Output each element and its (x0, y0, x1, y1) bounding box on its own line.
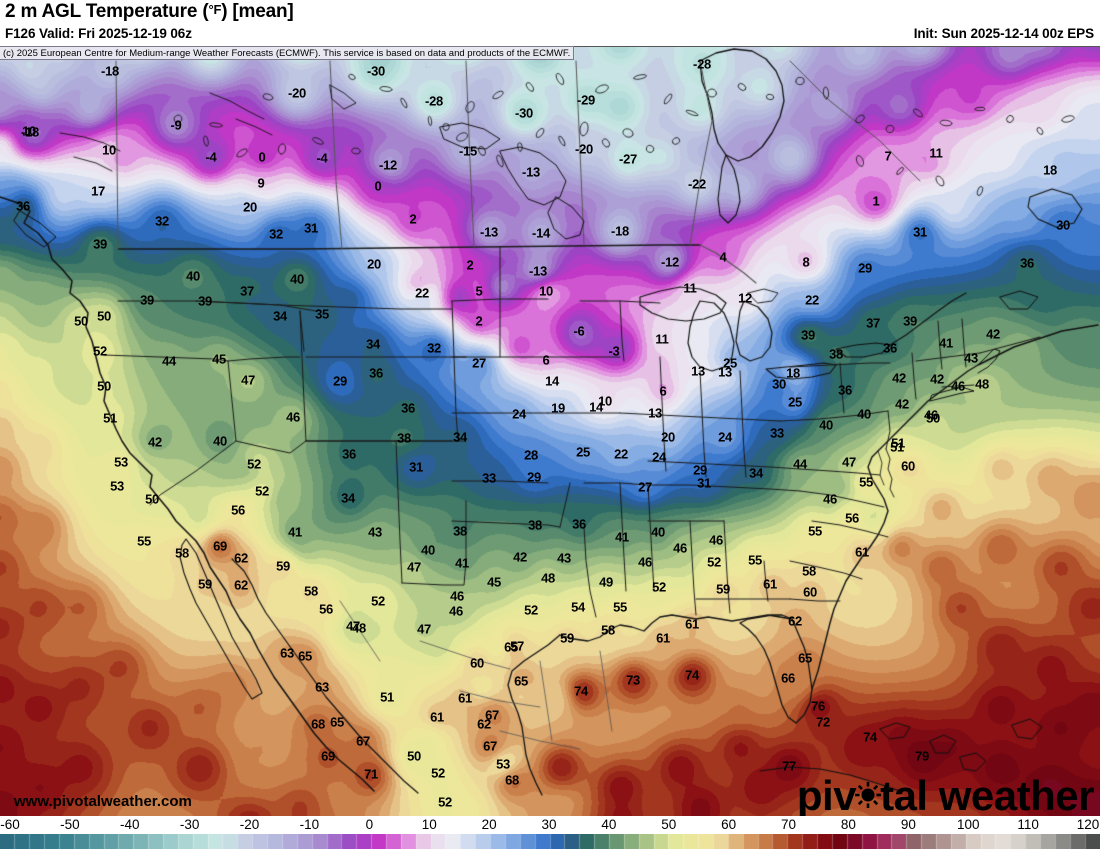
colorbar-legend[interactable]: -60 -50 -40 -30 -20 -10 0 10 20 30 40 50 60 70 80 90 100… (0, 816, 1100, 850)
page-title-tail: ) [mean] (221, 1, 293, 22)
model-init-time: Init: Sun 2025-12-14 00z EPS (914, 26, 1094, 41)
colorbar-tick: 30 (541, 817, 556, 832)
colorbar-tick: -30 (180, 817, 200, 832)
gear-sun-icon (855, 770, 881, 796)
colorbar-tick: -10 (300, 817, 320, 832)
colorbar-gradient (0, 834, 1100, 849)
colorbar-tick: -20 (240, 817, 260, 832)
temperature-map[interactable]: -18 10 10 -18 -9 -4 0 -4 9 17 20 36 32 32 31 39 40 40 39 39… (0, 46, 1100, 816)
logo-text-part2: tal weather (880, 772, 1094, 816)
logo-text-part1: piv (797, 772, 856, 816)
weather-map-page: 2 m AGL Temperature (°F) [mean] F126 Val… (0, 0, 1100, 850)
site-url-watermark: www.pivotalweather.com (14, 793, 192, 810)
attribution-notice: (c) 2025 European Centre for Medium-rang… (0, 46, 574, 60)
colorbar-tick: 80 (841, 817, 856, 832)
forecast-valid-time: F126 Valid: Fri 2025-12-19 06z (5, 26, 192, 41)
colorbar-tick: 90 (901, 817, 916, 832)
colorbar-tick: 120 (1077, 817, 1100, 832)
colorbar-tick: -40 (120, 817, 140, 832)
colorbar-tick: 20 (482, 817, 497, 832)
pivotal-weather-logo: piv (797, 772, 1094, 816)
colorbar-tick: 60 (721, 817, 736, 832)
colorbar-tick-labels: -60 -50 -40 -30 -20 -10 0 10 20 30 40 50 60 70 80 90 100… (0, 816, 1100, 834)
colorbar-tick: 0 (366, 817, 374, 832)
page-title-main: 2 m AGL Temperature ( (5, 1, 208, 22)
page-header: 2 m AGL Temperature (°F) [mean] F126 Val… (0, 0, 1100, 46)
colorbar-tick: 70 (781, 817, 796, 832)
page-title-unit: °F (208, 2, 221, 17)
map-boundaries-overlay (0, 47, 1100, 816)
colorbar-tick: 50 (661, 817, 676, 832)
colorbar-tick: 40 (601, 817, 616, 832)
colorbar-tick: -60 (0, 817, 20, 832)
colorbar-tick: 10 (422, 817, 437, 832)
colorbar-tick: 110 (1017, 817, 1039, 832)
colorbar-tick: 100 (957, 817, 980, 832)
page-title: 2 m AGL Temperature (°F) [mean] (5, 1, 294, 23)
colorbar-tick: -50 (60, 817, 80, 832)
